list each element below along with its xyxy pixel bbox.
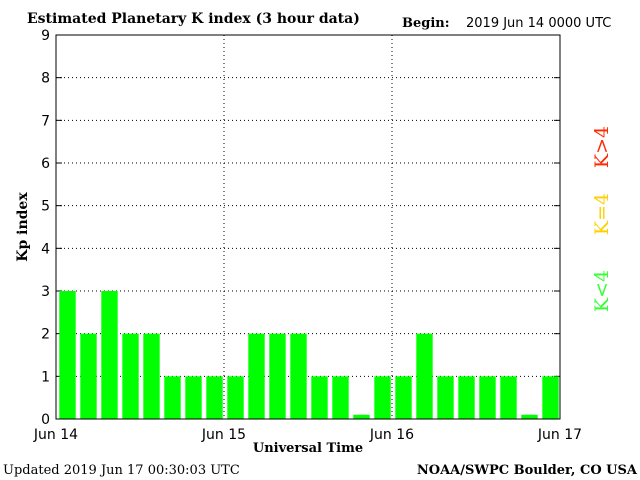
kp-bar [290,333,307,419]
x-tick-label: Jun 15 [201,427,246,443]
kp-bar [185,376,202,419]
kp-bar [269,333,286,419]
kp-bar [521,414,538,419]
updated-timestamp: Updated 2019 Jun 17 00:30:03 UTC [3,463,240,478]
legend-k-below-4: K<4 [591,270,613,312]
kp-bar [311,376,328,419]
y-tick-label: 3 [41,284,50,300]
y-tick-label: 2 [41,327,50,343]
begin-label: Begin: [402,16,450,31]
y-tick-label: 8 [41,71,50,87]
x-tick-label: Jun 16 [369,427,414,443]
kp-bar [353,414,370,419]
x-axis-label: Universal Time [253,441,363,456]
kp-bar [206,376,223,419]
y-tick-label: 0 [41,412,50,428]
bars [59,291,559,419]
y-tick-label: 4 [41,241,50,257]
y-tick-label: 6 [41,156,50,172]
kp-bar [458,376,475,419]
chart-title: Estimated Planetary K index (3 hour data… [27,11,360,27]
kp-bar [80,333,97,419]
y-tick-label: 9 [41,28,50,44]
plot-frame [55,34,561,420]
source-credit: NOAA/SWPC Boulder, CO USA [417,463,638,478]
y-tick-labels: 0 1 2 3 4 5 6 7 8 9 [41,28,50,428]
begin-value: 2019 Jun 14 0000 UTC [466,16,611,31]
kp-bar [227,376,244,419]
y-tick-label: 1 [41,369,50,385]
kp-bar [59,291,76,419]
legend-k-above-4: K>4 [591,126,613,168]
x-tick-label: Jun 17 [537,427,582,443]
x-tick-labels: Jun 14 Jun 15 Jun 16 Jun 17 [33,427,582,443]
legend-k-equal-4: K=4 [591,193,613,235]
kp-bar [395,376,412,419]
y-tick-label: 7 [41,113,50,129]
x-tick-label: Jun 14 [33,427,78,443]
kp-bar [374,376,391,419]
grid-lines [56,34,560,420]
kp-bar [101,291,118,419]
kp-bar [248,333,265,419]
kp-bar [437,376,454,419]
kp-bar [416,333,433,419]
kp-bar [164,376,181,419]
y-axis-label: Kp index [15,192,31,262]
kp-bar [143,333,160,419]
kp-bar [479,376,496,419]
y-tick-label: 5 [41,199,50,215]
kp-bar [332,376,349,419]
kp-bar [122,333,139,419]
kp-bar [542,376,559,419]
kp-bar [500,376,517,419]
